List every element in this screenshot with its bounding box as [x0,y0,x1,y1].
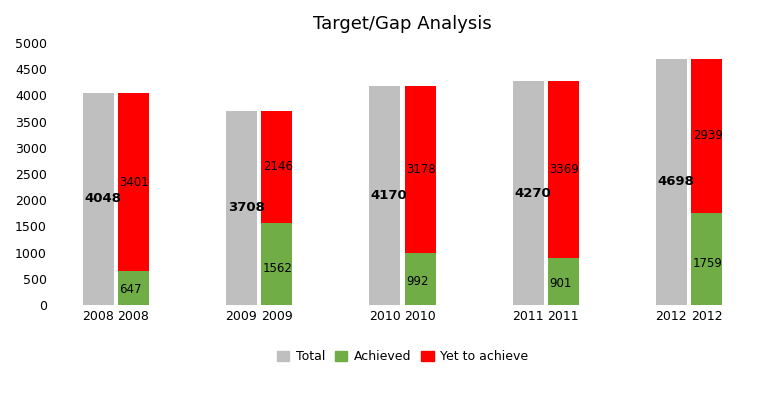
Text: 4698: 4698 [657,176,694,188]
Text: 647: 647 [120,283,142,296]
Text: 2146: 2146 [263,161,293,173]
Bar [405,253,435,305]
Text: 3178: 3178 [406,163,436,176]
Bar [261,223,292,305]
Bar [118,93,149,271]
Bar [261,111,292,223]
Bar [691,213,722,305]
Text: 4270: 4270 [515,187,551,200]
Title: Target/Gap Analysis: Target/Gap Analysis [313,15,492,33]
Bar [548,81,579,258]
Text: 3369: 3369 [549,163,579,176]
Bar [369,87,400,305]
Bar [691,59,722,213]
Bar [656,59,687,305]
Legend: Total, Achieved, Yet to achieve: Total, Achieved, Yet to achieve [272,346,533,369]
Text: 992: 992 [406,275,429,288]
Bar [513,81,544,305]
Text: 2939: 2939 [693,129,723,142]
Text: 3708: 3708 [227,201,264,214]
Bar [118,271,149,305]
Text: 4048: 4048 [84,193,121,206]
Text: 3401: 3401 [120,176,149,188]
Bar [405,87,435,253]
Text: 4170: 4170 [371,189,408,202]
Bar [83,93,114,305]
Bar [548,258,579,305]
Text: 901: 901 [549,277,572,290]
Bar [226,111,257,305]
Text: 1759: 1759 [693,257,723,270]
Text: 1562: 1562 [263,262,293,275]
